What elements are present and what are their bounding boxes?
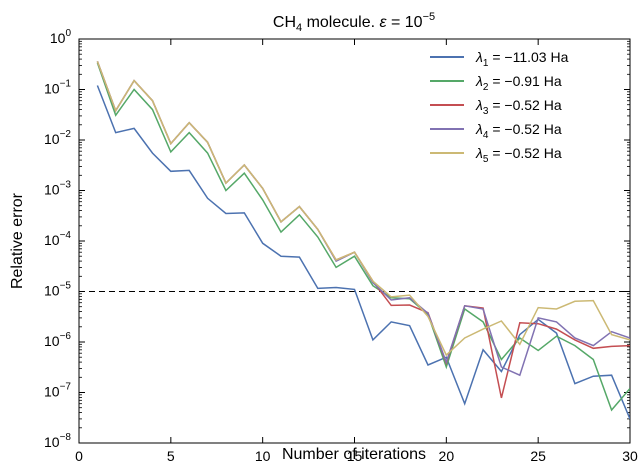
x-tick-label: 5: [167, 448, 175, 463]
x-tick-label: 30: [622, 448, 638, 463]
series-line-2: [96, 62, 630, 412]
x-tick-label: 0: [75, 448, 83, 463]
x-tick-label: 25: [530, 448, 546, 463]
y-tick-label: 10−6: [44, 331, 71, 349]
y-tick-label: 10−5: [44, 281, 71, 299]
legend: λ1 = −11.03 Ha λ2 = −0.91 Ha λ3 = −0.52 Ha…: [430, 49, 569, 165]
legend-label-4: λ4 = −0.52 Ha: [475, 121, 562, 141]
legend-label-3: λ3 = −0.52 Ha: [475, 97, 562, 117]
y-axis-label: Relative error: [9, 192, 26, 289]
series-line-1: [96, 85, 630, 420]
y-tick-label: 10−2: [44, 129, 71, 147]
x-tick-label: 10: [255, 448, 271, 463]
series-line-5: [96, 61, 630, 357]
legend-label-5: λ5 = −0.52 Ha: [475, 145, 562, 165]
x-axis-label: Number of iterations: [282, 446, 426, 463]
x-tick-label: 20: [439, 448, 455, 463]
legend-label-1: λ1 = −11.03 Ha: [475, 49, 569, 69]
y-tick-label: 10−4: [44, 230, 71, 248]
y-tick-label: 10−8: [44, 432, 71, 450]
chart-title: CH4 molecule. ε = 10−5: [273, 11, 435, 34]
y-tick-label: 10−3: [44, 180, 71, 198]
y-tick-label: 10−7: [44, 382, 71, 400]
x-tick-label: 15: [347, 448, 363, 463]
legend-label-2: λ2 = −0.91 Ha: [475, 73, 562, 93]
y-tick-label: 100: [50, 28, 72, 46]
y-tick-label: 10−1: [44, 79, 71, 97]
